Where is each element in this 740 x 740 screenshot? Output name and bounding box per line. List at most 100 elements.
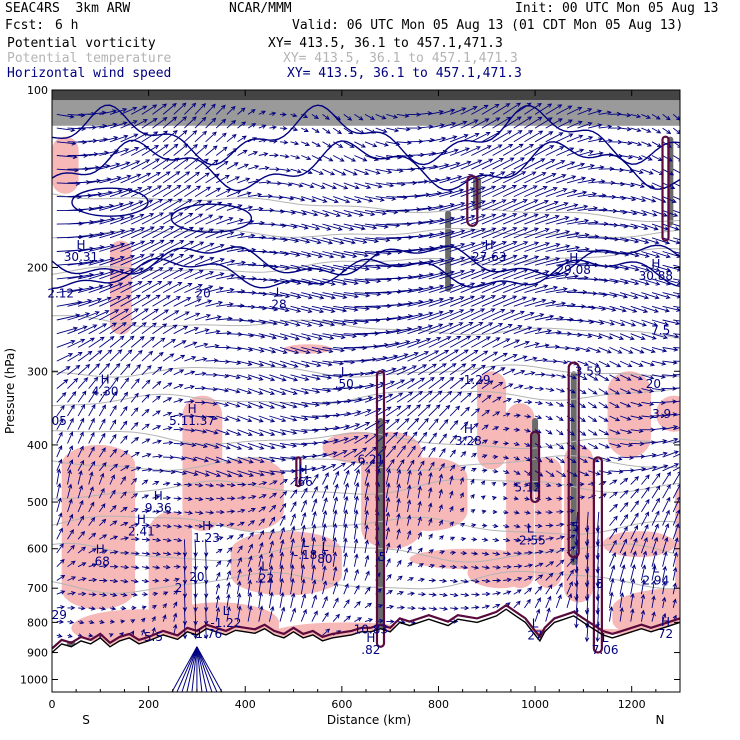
wind-vector bbox=[428, 472, 433, 485]
wind-vector bbox=[673, 333, 680, 335]
wind-vector bbox=[471, 364, 486, 376]
wind-vector bbox=[268, 552, 274, 567]
wind-vector bbox=[428, 517, 433, 526]
wind-vector bbox=[343, 423, 361, 431]
theta-contour bbox=[52, 387, 680, 407]
wind-vector bbox=[173, 470, 188, 476]
wind-vector bbox=[131, 186, 153, 198]
wind-vector bbox=[651, 550, 658, 567]
wind-vector bbox=[651, 451, 668, 458]
theta-contour bbox=[52, 228, 680, 239]
wind-vector bbox=[193, 580, 198, 599]
wind-vector bbox=[322, 237, 345, 245]
wind-vector bbox=[534, 173, 557, 184]
wind-vector bbox=[439, 201, 466, 211]
x-tick-label: 600 bbox=[331, 698, 352, 711]
wind-vector bbox=[673, 427, 680, 431]
wind-vector bbox=[417, 485, 422, 499]
wind-vector bbox=[205, 456, 221, 463]
wind-vector bbox=[545, 470, 555, 477]
x-tick-label: 800 bbox=[428, 698, 449, 711]
wind-vector bbox=[141, 479, 149, 485]
wind-vector bbox=[513, 496, 519, 501]
annotation-value: 20 bbox=[189, 570, 204, 584]
wind-vector bbox=[194, 523, 204, 529]
wind-vector bbox=[322, 114, 330, 120]
wind-vector bbox=[205, 103, 216, 115]
wind-vector bbox=[439, 363, 457, 376]
wind-vector bbox=[205, 429, 219, 435]
wind-vector bbox=[535, 386, 545, 392]
wind-vector bbox=[428, 336, 452, 348]
wind-vector bbox=[290, 538, 295, 554]
fcst-label: Fcst: bbox=[5, 18, 45, 33]
wind-vector bbox=[56, 404, 65, 417]
wind-vector bbox=[332, 462, 347, 472]
wind-vector bbox=[460, 377, 474, 389]
wind-vector bbox=[258, 360, 276, 368]
wind-vector bbox=[481, 551, 490, 556]
wind-vector bbox=[407, 459, 415, 472]
wind-vector bbox=[545, 315, 565, 321]
wind-vector bbox=[268, 605, 275, 622]
wind-vector bbox=[417, 547, 423, 554]
wind-vector bbox=[269, 374, 287, 382]
wind-vector bbox=[194, 429, 208, 434]
wind-vector bbox=[56, 543, 64, 554]
annotation-letter: L bbox=[602, 631, 609, 645]
wind-vector bbox=[67, 391, 77, 403]
wind-vector bbox=[343, 523, 348, 540]
annotation-value: .82 bbox=[361, 643, 380, 657]
wind-vector bbox=[428, 136, 447, 143]
wind-vector bbox=[88, 363, 101, 376]
wind-vector bbox=[385, 542, 391, 554]
wind-vector bbox=[513, 157, 536, 170]
wind-vector bbox=[343, 537, 348, 554]
wind-vector bbox=[130, 451, 140, 458]
wind-vector bbox=[301, 113, 309, 118]
wind-vector bbox=[343, 461, 356, 472]
wind-vector bbox=[492, 523, 499, 529]
wind-vector bbox=[556, 535, 565, 540]
wind-vector bbox=[534, 131, 554, 143]
wind-vector bbox=[492, 185, 517, 198]
wind-vector bbox=[354, 370, 376, 376]
wind-vector bbox=[503, 590, 512, 595]
wind-vector bbox=[630, 182, 646, 189]
y-tick-label: 900 bbox=[27, 647, 48, 660]
wind-vector bbox=[491, 481, 497, 487]
wind-vector bbox=[428, 563, 436, 569]
wind-vector bbox=[524, 442, 531, 447]
wind-vector bbox=[513, 384, 524, 390]
wind-vector bbox=[609, 591, 614, 608]
wind-vector bbox=[67, 259, 95, 266]
wind-vector bbox=[226, 546, 233, 554]
wind-speed-contours bbox=[52, 104, 680, 290]
wind-vector bbox=[163, 469, 176, 475]
wind-vector bbox=[492, 509, 498, 515]
wind-vector bbox=[524, 399, 533, 405]
wind-vector bbox=[460, 322, 484, 335]
wind-vector bbox=[556, 119, 573, 129]
wind-vector bbox=[226, 522, 235, 527]
wind-vector bbox=[545, 456, 554, 463]
wind-vector bbox=[162, 212, 184, 225]
wind-vector bbox=[545, 429, 553, 435]
wind-vector bbox=[364, 618, 374, 623]
wind-vector bbox=[279, 606, 286, 622]
wind-vector bbox=[492, 496, 497, 501]
wind-vector bbox=[99, 619, 105, 625]
wind-vector bbox=[141, 565, 150, 570]
wind-vector bbox=[194, 214, 214, 225]
wind-vector bbox=[439, 269, 466, 280]
annotation-letter: L bbox=[322, 540, 329, 554]
wind-vector bbox=[109, 174, 132, 184]
wind-vector bbox=[641, 474, 650, 485]
wind-vector bbox=[439, 135, 458, 143]
annotation-value: .50 bbox=[335, 377, 354, 391]
wind-vector bbox=[109, 419, 117, 430]
wind-vector bbox=[279, 551, 285, 567]
wind-vector bbox=[279, 502, 287, 513]
wind-vector bbox=[471, 118, 490, 129]
wind-vector bbox=[577, 177, 596, 184]
